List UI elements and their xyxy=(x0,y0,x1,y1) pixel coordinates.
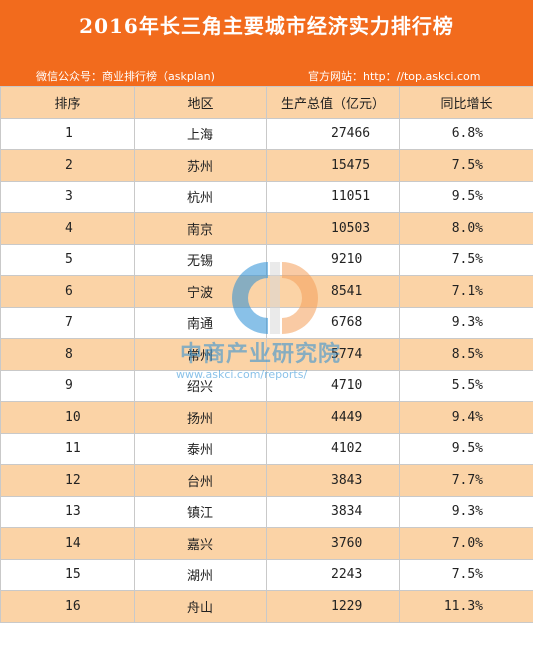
page-title: 2016年长三角主要城市经济实力排行榜 xyxy=(79,14,454,38)
growth-cell: 7.5% xyxy=(399,243,533,276)
growth-cell: 7.0% xyxy=(399,527,533,560)
rank-cell: 5 xyxy=(0,243,135,276)
region-cell: 苏州 xyxy=(134,149,267,182)
gdp-cell: 2243 xyxy=(266,558,400,591)
table-body: 1 上海 27466 6.8% 2 苏州 15475 7.5% 3 杭州 11051 9.5% 4 南京 1… xyxy=(0,117,533,623)
table-row: 14 嘉兴 3760 7.0% xyxy=(0,527,533,560)
table-row: 12 台州 3843 7.7% xyxy=(0,464,533,497)
region-cell: 泰州 xyxy=(134,432,267,465)
rank-cell: 4 xyxy=(0,212,135,245)
rank-cell: 16 xyxy=(0,590,135,623)
rank-cell: 10 xyxy=(0,401,135,434)
growth-cell: 7.5% xyxy=(399,558,533,591)
table-row: 8 常州 5774 8.5% xyxy=(0,338,533,371)
growth-cell: 8.5% xyxy=(399,338,533,371)
column-header-growth: 同比增长 xyxy=(399,86,533,119)
growth-cell: 5.5% xyxy=(399,369,533,402)
gdp-cell: 15475 xyxy=(266,149,400,182)
gdp-cell: 11051 xyxy=(266,180,400,213)
gdp-cell: 3834 xyxy=(266,495,400,528)
region-cell: 上海 xyxy=(134,117,267,150)
rank-cell: 15 xyxy=(0,558,135,591)
gdp-cell: 8541 xyxy=(266,275,400,308)
rank-cell: 2 xyxy=(0,149,135,182)
table-row: 9 绍兴 4710 5.5% xyxy=(0,369,533,402)
table-row: 6 宁波 8541 7.1% xyxy=(0,275,533,308)
column-header-region: 地区 xyxy=(134,86,267,119)
region-cell: 扬州 xyxy=(134,401,267,434)
growth-cell: 8.0% xyxy=(399,212,533,245)
rank-cell: 11 xyxy=(0,432,135,465)
growth-cell: 6.8% xyxy=(399,117,533,150)
rank-cell: 13 xyxy=(0,495,135,528)
gdp-cell: 9210 xyxy=(266,243,400,276)
growth-cell: 9.5% xyxy=(399,432,533,465)
growth-cell: 7.5% xyxy=(399,149,533,182)
table-row: 7 南通 6768 9.3% xyxy=(0,306,533,339)
gdp-cell: 3843 xyxy=(266,464,400,497)
table-row: 2 苏州 15475 7.5% xyxy=(0,149,533,182)
table-row: 10 扬州 4449 9.4% xyxy=(0,401,533,434)
gdp-cell: 3760 xyxy=(266,527,400,560)
growth-cell: 7.1% xyxy=(399,275,533,308)
title-banner: 2016年长三角主要城市经济实力排行榜 微信公众号：商业排行榜（askplan)… xyxy=(0,0,533,86)
growth-cell: 9.4% xyxy=(399,401,533,434)
growth-cell: 9.3% xyxy=(399,306,533,339)
table-row: 3 杭州 11051 9.5% xyxy=(0,180,533,213)
region-cell: 宁波 xyxy=(134,275,267,308)
gdp-cell: 27466 xyxy=(266,117,400,150)
column-header-gdp: 生产总值（亿元） xyxy=(266,86,400,119)
website-text: 官方网站：http：//top.askci.com xyxy=(308,70,481,83)
column-header-rank: 排序 xyxy=(0,86,135,119)
rank-cell: 3 xyxy=(0,180,135,213)
rank-cell: 6 xyxy=(0,275,135,308)
region-cell: 舟山 xyxy=(134,590,267,623)
region-cell: 台州 xyxy=(134,464,267,497)
rank-cell: 12 xyxy=(0,464,135,497)
rank-cell: 1 xyxy=(0,117,135,150)
region-cell: 无锡 xyxy=(134,243,267,276)
growth-cell: 9.3% xyxy=(399,495,533,528)
gdp-cell: 4102 xyxy=(266,432,400,465)
table-row: 11 泰州 4102 9.5% xyxy=(0,432,533,465)
region-cell: 杭州 xyxy=(134,180,267,213)
rank-cell: 7 xyxy=(0,306,135,339)
growth-cell: 9.5% xyxy=(399,180,533,213)
table-row: 16 舟山 1229 11.3% xyxy=(0,590,533,623)
growth-cell: 7.7% xyxy=(399,464,533,497)
gdp-cell: 10503 xyxy=(266,212,400,245)
rank-cell: 9 xyxy=(0,369,135,402)
gdp-cell: 4710 xyxy=(266,369,400,402)
ranking-table: 排序 地区 生产总值（亿元） 同比增长 1 上海 27466 6.8% 2 苏州 15475… xyxy=(0,86,533,623)
gdp-cell: 5774 xyxy=(266,338,400,371)
table-row: 15 湖州 2243 7.5% xyxy=(0,558,533,591)
region-cell: 南京 xyxy=(134,212,267,245)
region-cell: 湖州 xyxy=(134,558,267,591)
region-cell: 南通 xyxy=(134,306,267,339)
table-header-row: 排序 地区 生产总值（亿元） 同比增长 xyxy=(0,86,533,119)
table-row: 13 镇江 3834 9.3% xyxy=(0,495,533,528)
region-cell: 嘉兴 xyxy=(134,527,267,560)
gdp-cell: 1229 xyxy=(266,590,400,623)
region-cell: 常州 xyxy=(134,338,267,371)
region-cell: 镇江 xyxy=(134,495,267,528)
growth-cell: 11.3% xyxy=(399,590,533,623)
table-row: 4 南京 10503 8.0% xyxy=(0,212,533,245)
table-row: 5 无锡 9210 7.5% xyxy=(0,243,533,276)
wechat-account-text: 微信公众号：商业排行榜（askplan) xyxy=(36,70,215,83)
rank-cell: 8 xyxy=(0,338,135,371)
table-row: 1 上海 27466 6.8% xyxy=(0,117,533,150)
gdp-cell: 6768 xyxy=(266,306,400,339)
rank-cell: 14 xyxy=(0,527,135,560)
region-cell: 绍兴 xyxy=(134,369,267,402)
gdp-cell: 4449 xyxy=(266,401,400,434)
